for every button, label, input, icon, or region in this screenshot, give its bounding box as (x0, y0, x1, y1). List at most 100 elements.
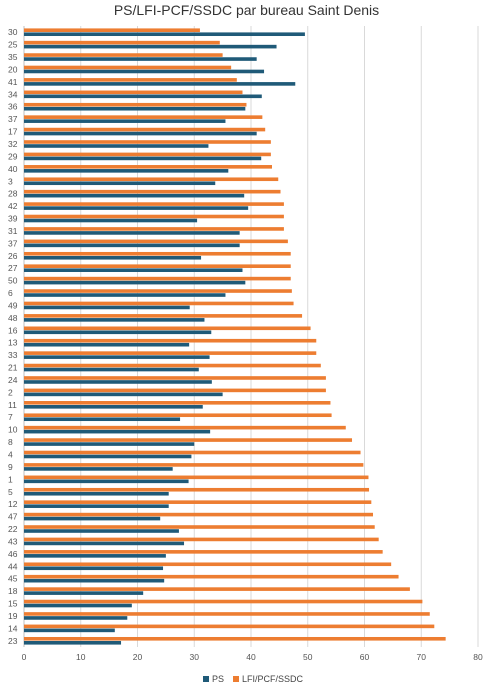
x-tick-label: 20 (133, 652, 143, 662)
bar-lfi-pcf-ssdc (24, 500, 372, 504)
y-tick-label: 49 (8, 300, 18, 310)
bar-lfi-pcf-ssdc (24, 152, 271, 157)
bar-ps (24, 280, 246, 285)
bar-ps (24, 479, 189, 484)
bar-lfi-pcf-ssdc (24, 314, 303, 318)
y-tick-label: 17 (8, 127, 18, 137)
bar-lfi-pcf-ssdc (24, 127, 266, 132)
bar-lfi-pcf-ssdc (24, 636, 446, 641)
bar-lfi-pcf-ssdc (24, 574, 399, 579)
bar-lfi-pcf-ssdc (24, 525, 375, 529)
bar-ps (24, 44, 277, 49)
bar-lfi-pcf-ssdc (24, 463, 364, 467)
legend-label-lfi-pcf-ssdc: LFI/PCF/SSDC (242, 674, 304, 684)
bar-ps (24, 305, 190, 310)
bar-lfi-pcf-ssdc (24, 537, 379, 542)
y-tick-label: 48 (8, 313, 18, 323)
bar-ps (24, 293, 226, 297)
legend-swatch-ps (203, 676, 209, 682)
bar-ps (24, 554, 166, 558)
bar-ps (24, 131, 257, 136)
y-tick-label: 9 (8, 462, 13, 472)
bar-ps (24, 193, 245, 198)
bar-lfi-pcf-ssdc (24, 450, 361, 455)
bar-lfi-pcf-ssdc (24, 189, 281, 194)
y-tick-label: 39 (8, 214, 18, 224)
bar-ps (24, 156, 262, 161)
bar-lfi-pcf-ssdc (24, 65, 232, 70)
x-tick-label: 40 (246, 652, 256, 662)
y-tick-label: 47 (8, 512, 18, 522)
bar-ps (24, 367, 199, 372)
bar-lfi-pcf-ssdc (24, 90, 243, 95)
bar-lfi-pcf-ssdc (24, 512, 374, 517)
bar-lfi-pcf-ssdc (24, 214, 284, 219)
bar-lfi-pcf-ssdc (24, 326, 311, 331)
x-tick-label: 70 (417, 652, 427, 662)
bar-ps (24, 318, 205, 322)
y-tick-label: 7 (8, 412, 13, 422)
x-tick-label: 30 (190, 652, 200, 662)
bar-ps (24, 591, 144, 595)
y-tick-label: 4 (8, 449, 13, 459)
y-tick-label: 19 (8, 611, 18, 621)
bar-ps (24, 231, 240, 235)
y-tick-labels: 3025352041343637173229403284239313726275… (8, 27, 18, 646)
bar-lfi-pcf-ssdc (24, 587, 410, 591)
bar-lfi-pcf-ssdc (24, 550, 383, 554)
y-tick-label: 36 (8, 102, 18, 112)
y-tick-label: 43 (8, 536, 18, 546)
y-tick-label: 35 (8, 52, 18, 62)
y-tick-label: 8 (8, 437, 13, 447)
bar-lfi-pcf-ssdc (24, 475, 369, 480)
bar-lfi-pcf-ssdc (24, 289, 292, 293)
bar-ps (24, 566, 164, 571)
bar-lfi-pcf-ssdc (24, 376, 326, 380)
bar-ps (24, 541, 185, 546)
legend-label-ps: PS (212, 674, 224, 684)
y-tick-label: 12 (8, 499, 18, 509)
y-tick-label: 26 (8, 251, 18, 261)
bar-ps (24, 169, 229, 173)
bar-ps (24, 330, 212, 335)
y-tick-label: 42 (8, 201, 18, 211)
gridlines (23, 26, 479, 647)
bar-ps (24, 94, 262, 99)
bar-ps (24, 380, 212, 384)
y-tick-label: 1 (8, 474, 13, 484)
bar-ps (24, 442, 195, 446)
y-tick-label: 29 (8, 151, 18, 161)
bar-lfi-pcf-ssdc (24, 28, 200, 33)
bar-ps (24, 405, 203, 409)
bar-lfi-pcf-ssdc (24, 562, 392, 567)
x-tick-label: 0 (22, 652, 27, 662)
bar-ps (24, 255, 202, 260)
y-tick-label: 45 (8, 574, 18, 584)
y-tick-label: 5 (8, 487, 13, 497)
y-tick-label: 27 (8, 263, 18, 273)
bar-ps (24, 32, 305, 37)
bar-lfi-pcf-ssdc (24, 612, 430, 616)
bar-lfi-pcf-ssdc (24, 53, 223, 57)
y-tick-label: 32 (8, 139, 18, 149)
y-tick-label: 41 (8, 77, 18, 87)
y-tick-label: 33 (8, 350, 18, 360)
bar-ps (24, 243, 240, 248)
bar-ps (24, 355, 210, 359)
y-tick-label: 40 (8, 164, 18, 174)
bar-ps (24, 417, 181, 422)
bar-ps (24, 504, 169, 508)
bar-ps (24, 628, 115, 633)
bar-lfi-pcf-ssdc (24, 78, 237, 82)
x-tick-label: 10 (76, 652, 86, 662)
bar-lfi-pcf-ssdc (24, 363, 321, 368)
bar-ps (24, 69, 265, 74)
bar-lfi-pcf-ssdc (24, 251, 291, 256)
bar-ps (24, 342, 190, 347)
bar-lfi-pcf-ssdc (24, 388, 326, 393)
y-tick-label: 21 (8, 363, 18, 373)
bar-lfi-pcf-ssdc (24, 165, 272, 169)
y-tick-label: 14 (8, 623, 18, 633)
bar-lfi-pcf-ssdc (24, 413, 332, 418)
